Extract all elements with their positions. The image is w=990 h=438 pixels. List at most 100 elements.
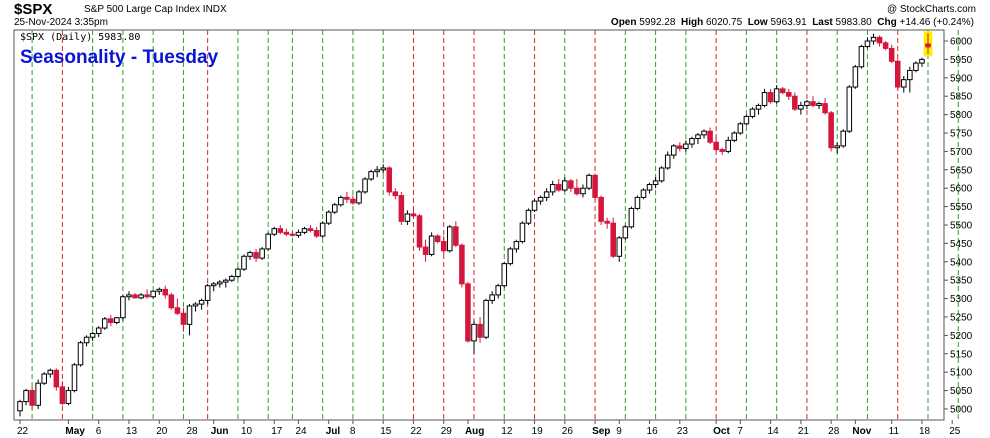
x-tick-label: 24 bbox=[295, 426, 307, 437]
x-tick-label: 11 bbox=[889, 426, 900, 437]
candle-up bbox=[761, 92, 768, 106]
candle-up bbox=[725, 139, 732, 152]
y-tick-label: 5150 bbox=[950, 349, 973, 360]
candle-down bbox=[574, 187, 580, 195]
chart-title: Seasonality - Tuesday bbox=[20, 47, 219, 68]
candle-up bbox=[549, 184, 556, 193]
x-tick-label: 26 bbox=[562, 426, 574, 437]
candle-up bbox=[229, 276, 235, 281]
candle-up bbox=[295, 231, 302, 236]
candle-down bbox=[108, 318, 114, 323]
candle-up bbox=[919, 58, 925, 64]
y-tick-label: 5200 bbox=[950, 331, 973, 342]
candle-down bbox=[422, 246, 429, 255]
x-tick-label: Aug bbox=[465, 426, 484, 437]
y-tick-label: 5000 bbox=[950, 404, 973, 415]
candle-up bbox=[670, 145, 677, 156]
candle-down bbox=[713, 141, 719, 151]
candle-down bbox=[59, 386, 66, 404]
candle-up bbox=[634, 196, 641, 209]
candle-down bbox=[168, 294, 175, 309]
candle-up bbox=[798, 104, 804, 110]
candle-up bbox=[35, 382, 41, 406]
candle-down bbox=[568, 180, 574, 189]
open-value: 5992.28 bbox=[639, 17, 676, 28]
candle-up bbox=[743, 115, 750, 125]
candle-up bbox=[23, 390, 29, 403]
candle-up bbox=[858, 46, 865, 68]
candle-down bbox=[822, 103, 828, 114]
y-tick-label: 5500 bbox=[950, 221, 973, 232]
candle-up bbox=[332, 204, 338, 213]
candle-up bbox=[271, 228, 278, 235]
candle-down bbox=[344, 196, 350, 200]
candle-up bbox=[816, 103, 822, 106]
last-value: 5983.80 bbox=[835, 17, 872, 28]
candle-down bbox=[283, 231, 290, 235]
candle-up bbox=[846, 86, 853, 132]
x-tick-label: 22 bbox=[17, 426, 29, 437]
high-label: High bbox=[680, 17, 704, 28]
y-tick-label: 5800 bbox=[950, 110, 973, 121]
x-tick-label: May bbox=[65, 426, 85, 437]
x-tick-label: 28 bbox=[828, 426, 840, 437]
candle-down bbox=[598, 196, 604, 222]
high-value: 6020.75 bbox=[705, 17, 743, 28]
candle-up bbox=[120, 296, 126, 319]
x-tick-label: 19 bbox=[532, 426, 544, 437]
candle-down bbox=[253, 252, 259, 259]
candle-up bbox=[525, 209, 532, 224]
candle-up bbox=[362, 178, 368, 193]
x-tick-label: 25 bbox=[949, 426, 961, 437]
candle-up bbox=[47, 369, 54, 375]
y-tick-label: 5850 bbox=[950, 92, 973, 103]
candle-up bbox=[216, 281, 223, 285]
candle-up bbox=[543, 191, 550, 198]
open-label: Open bbox=[610, 17, 637, 28]
quote-line: Open 5992.28 High 6020.75 Low 5963.91 La… bbox=[611, 17, 974, 28]
candle-up bbox=[519, 222, 526, 243]
candle-up bbox=[447, 226, 453, 252]
candle-up bbox=[737, 123, 744, 134]
y-tick-label: 5700 bbox=[950, 147, 973, 158]
candle-up bbox=[210, 283, 217, 287]
candle-down bbox=[434, 235, 441, 243]
candle-down bbox=[398, 195, 405, 222]
x-axis: 22 May 6 13 20 28 Jun 10 17 24 Jul 8 15 22 29 Aug 12 19 26… bbox=[17, 420, 961, 437]
candle-up bbox=[223, 279, 229, 283]
candle-down bbox=[882, 42, 889, 49]
candle-down bbox=[477, 323, 483, 338]
datetime: 25-Nov-2024 3:35pm bbox=[14, 17, 108, 28]
candle-up bbox=[701, 130, 707, 136]
candle-down bbox=[277, 228, 284, 233]
candle-up bbox=[749, 108, 756, 117]
candle-up bbox=[319, 222, 326, 237]
candle-down bbox=[677, 145, 683, 149]
chart-header: $SPX S&P 500 Large Cap Index INDX 25-Nov… bbox=[0, 0, 990, 30]
low-value: 5963.91 bbox=[770, 17, 807, 28]
candle-up bbox=[664, 154, 671, 169]
x-tick-label: 14 bbox=[768, 426, 780, 437]
candle-down bbox=[180, 312, 187, 325]
candle-up bbox=[186, 305, 193, 325]
candle-up bbox=[235, 268, 241, 278]
candle-up bbox=[864, 40, 871, 48]
candle-down bbox=[453, 226, 459, 246]
candle-up bbox=[907, 69, 913, 81]
candle-up bbox=[840, 130, 847, 147]
candle-up bbox=[562, 180, 568, 191]
candle-down bbox=[416, 215, 423, 248]
candle-up bbox=[89, 333, 96, 338]
x-tick-label: 23 bbox=[677, 426, 689, 437]
y-tick-label: 5300 bbox=[950, 294, 973, 305]
candle-up bbox=[913, 62, 919, 71]
tuesday-lines bbox=[31, 30, 959, 420]
candle-up bbox=[138, 294, 144, 299]
candle-up bbox=[773, 88, 780, 103]
x-tick-label: 12 bbox=[501, 426, 513, 437]
chg-value: +14.46 (+0.24%) bbox=[899, 17, 975, 28]
y-tick-label: 5750 bbox=[950, 129, 973, 140]
candle-up bbox=[658, 167, 665, 182]
candle-down bbox=[386, 167, 393, 193]
